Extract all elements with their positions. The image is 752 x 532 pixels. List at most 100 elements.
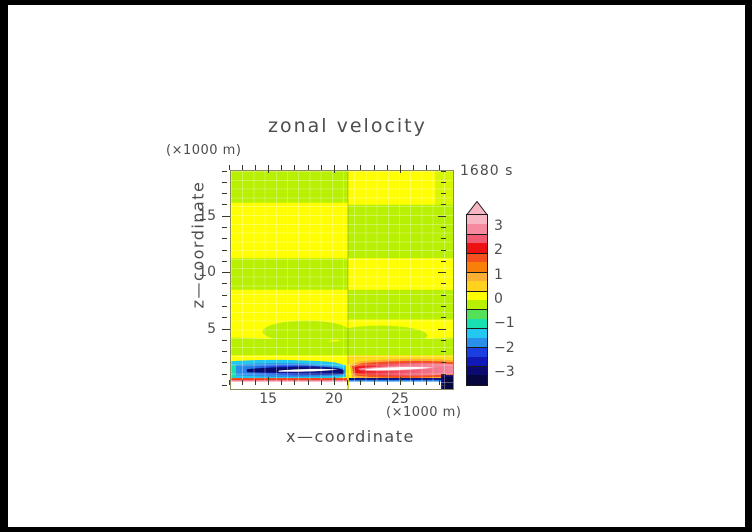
y-tick-right bbox=[441, 227, 446, 229]
colorbar-gradient bbox=[466, 214, 488, 386]
colorbar-band bbox=[467, 290, 487, 300]
x-tick bbox=[386, 380, 388, 385]
x-axis-units-label: (×1000 m) bbox=[386, 405, 462, 420]
colorbar-separator bbox=[467, 290, 487, 292]
y-tick bbox=[222, 249, 227, 251]
x-tick bbox=[268, 377, 270, 385]
colorbar-separator bbox=[467, 328, 487, 330]
y-tick bbox=[222, 283, 227, 285]
colorbar-tick-label: −3 bbox=[494, 363, 515, 380]
page-title: zonal velocity bbox=[268, 115, 427, 137]
x-tick bbox=[320, 380, 322, 385]
colorbar-band bbox=[467, 366, 487, 376]
colorbar-band bbox=[467, 224, 487, 234]
colorbar-band bbox=[467, 281, 487, 291]
x-tick-top bbox=[399, 165, 401, 173]
x-tick-top bbox=[320, 165, 322, 170]
x-axis-tick-label: 15 bbox=[259, 391, 278, 407]
colorbar-band bbox=[467, 347, 487, 357]
x-tick-top bbox=[347, 165, 349, 170]
y-tick bbox=[222, 170, 227, 172]
x-axis-tick-label: 25 bbox=[390, 391, 409, 407]
y-tick-right bbox=[441, 181, 446, 183]
y-tick-right bbox=[441, 204, 446, 206]
colorbar-band bbox=[467, 252, 487, 263]
x-tick-top bbox=[254, 165, 256, 170]
x-tick-top bbox=[386, 165, 388, 170]
x-tick-top bbox=[334, 165, 335, 173]
x-tick-top bbox=[426, 165, 428, 170]
y-axis-tick-label: 10 bbox=[198, 264, 216, 281]
y-tick bbox=[222, 193, 227, 195]
colorbar-band bbox=[467, 215, 487, 225]
y-tick bbox=[222, 215, 230, 217]
colorbar-tick-label: 0 bbox=[494, 291, 503, 307]
y-tick-right bbox=[441, 170, 446, 172]
x-tick-top bbox=[439, 165, 441, 170]
y-tick-right bbox=[441, 351, 446, 353]
x-tick bbox=[347, 380, 349, 385]
colorbar-overflow-arrow-icon bbox=[466, 201, 488, 215]
y-tick-right bbox=[438, 215, 446, 217]
x-tick bbox=[426, 380, 428, 385]
figure-canvas: zonal velocity (×1000 m) 1680 s (×1000 m… bbox=[8, 5, 745, 527]
colorbar-band bbox=[467, 328, 487, 338]
colorbar-tick-label: −1 bbox=[494, 315, 515, 332]
colorbar-separator bbox=[467, 271, 487, 273]
x-tick-top bbox=[360, 165, 362, 170]
colorbar-band bbox=[467, 375, 487, 385]
time-stamp-label: 1680 s bbox=[460, 163, 514, 179]
colorbar-separator bbox=[467, 252, 487, 254]
x-tick bbox=[334, 377, 335, 385]
x-tick bbox=[294, 380, 296, 385]
y-tick bbox=[222, 328, 230, 330]
y-axis-title: z—coordinate bbox=[188, 180, 208, 309]
y-tick-right bbox=[441, 193, 446, 195]
y-axis-tick-label: 15 bbox=[198, 207, 216, 224]
colorbar-band bbox=[467, 318, 487, 329]
y-tick bbox=[222, 351, 227, 353]
colorbar-band bbox=[467, 299, 487, 310]
x-tick-top bbox=[241, 165, 243, 170]
x-tick bbox=[254, 380, 256, 385]
colorbar-band bbox=[467, 243, 487, 253]
y-tick bbox=[222, 362, 227, 364]
x-tick-top bbox=[281, 165, 283, 170]
colorbar-band bbox=[467, 262, 487, 272]
x-tick bbox=[307, 380, 309, 385]
y-tick-right bbox=[438, 272, 446, 274]
y-tick bbox=[222, 306, 227, 308]
colorbar-separator bbox=[467, 233, 487, 235]
x-tick bbox=[439, 380, 441, 385]
colorbar-separator bbox=[467, 366, 487, 368]
y-tick-right bbox=[441, 385, 446, 386]
y-tick bbox=[222, 227, 227, 229]
y-tick-right bbox=[441, 260, 446, 262]
y-tick bbox=[222, 317, 227, 319]
colorbar-band bbox=[467, 233, 487, 244]
colorbar-tick-label: 1 bbox=[494, 266, 503, 283]
y-tick-right bbox=[441, 306, 446, 308]
y-axis-units-label: (×1000 m) bbox=[166, 143, 242, 158]
x-tick-top bbox=[228, 165, 230, 170]
y-tick bbox=[222, 272, 230, 274]
y-tick bbox=[222, 339, 227, 341]
y-tick-right bbox=[441, 249, 446, 251]
y-tick bbox=[222, 204, 227, 206]
y-tick bbox=[222, 181, 227, 183]
colorbar-band bbox=[467, 337, 487, 348]
y-tick-right bbox=[441, 238, 446, 240]
x-axis-title: x—coordinate bbox=[286, 427, 415, 446]
colorbar-band bbox=[467, 271, 487, 282]
x-tick-top bbox=[373, 165, 375, 170]
colorbar-tick-label: 3 bbox=[494, 218, 503, 235]
y-tick bbox=[222, 294, 227, 296]
y-tick-right bbox=[441, 339, 446, 341]
y-tick-right bbox=[441, 283, 446, 285]
y-axis-tick-label: 5 bbox=[207, 320, 216, 337]
x-tick bbox=[281, 380, 283, 385]
colorbar-tick-label: −2 bbox=[494, 339, 515, 356]
x-tick bbox=[373, 380, 375, 385]
x-tick bbox=[399, 377, 401, 385]
colorbar-tick-label: 2 bbox=[494, 242, 503, 259]
